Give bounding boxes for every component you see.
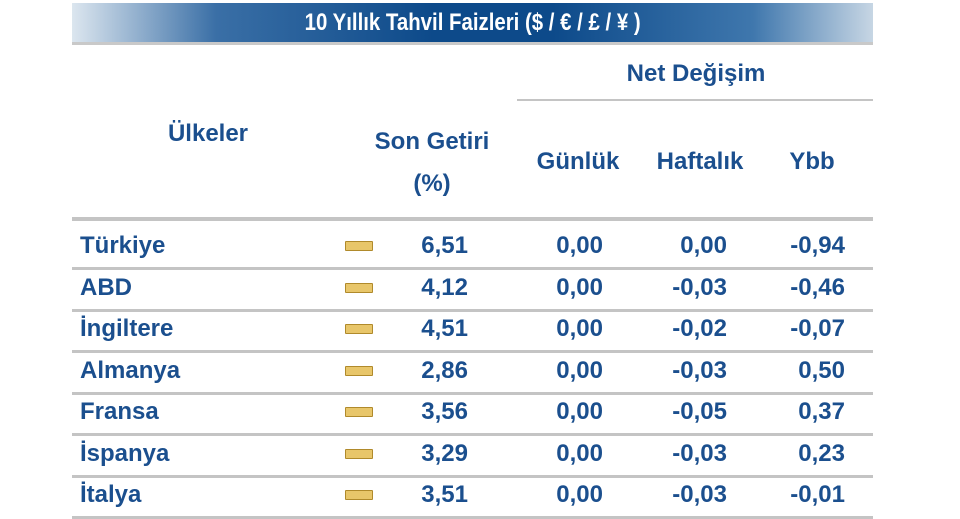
ytd-change: 0,50 [798, 356, 845, 384]
header-countries: Ülkeler [167, 120, 249, 147]
header-daily: Günlük [536, 148, 620, 175]
row-divider [72, 474, 873, 478]
row-divider [72, 267, 873, 270]
ytd-change: 0,37 [798, 398, 845, 425]
unchanged-dash-icon [345, 324, 373, 334]
title-underline [72, 42, 873, 45]
table-row: Türkiye 6,51 0,00 0,00 -0,94 [72, 224, 873, 265]
unchanged-dash-icon [345, 448, 373, 459]
row-divider [72, 433, 873, 436]
country-name: ABD [80, 273, 132, 301]
weekly-change: -0,02 [672, 315, 727, 342]
header-divider [517, 99, 873, 101]
weekly-change: 0,00 [680, 232, 727, 259]
ytd-change: -0,01 [790, 481, 845, 508]
yield-value: 4,51 [421, 315, 468, 342]
table-row: ABD 4,12 0,00 -0,03 -0,46 [72, 266, 873, 307]
country-name: İtalya [80, 481, 142, 508]
weekly-change: -0,03 [672, 439, 727, 467]
daily-change: 0,00 [556, 398, 603, 425]
header-weekly: Haftalık [656, 148, 744, 175]
yield-value: 2,86 [421, 356, 468, 384]
table-row: Almanya 2,86 0,00 -0,03 0,50 [72, 349, 873, 390]
unchanged-dash-icon [345, 241, 373, 251]
table-row: Fransa 3,56 0,00 -0,05 0,37 [72, 390, 873, 431]
yield-value: 3,56 [421, 398, 468, 425]
header-bottom-rule [72, 217, 873, 221]
row-divider [72, 350, 873, 353]
weekly-change: -0,03 [672, 356, 727, 384]
table-row: İngiltere 4,51 0,00 -0,02 -0,07 [72, 307, 873, 348]
country-name: İspanya [80, 439, 170, 467]
unchanged-dash-icon [345, 490, 373, 500]
unchanged-dash-icon [345, 282, 373, 293]
ytd-change: 0,23 [798, 439, 845, 467]
daily-change: 0,00 [556, 315, 603, 342]
yield-value: 4,12 [421, 273, 468, 301]
weekly-change: -0,05 [672, 398, 727, 425]
header-last-yield: Son Getiri [374, 128, 490, 155]
header-last-yield-unit: (%) [413, 170, 451, 197]
row-divider [72, 308, 873, 312]
daily-change: 0,00 [556, 232, 603, 259]
table-title: 10 Yıllık Tahvil Faizleri ($ / € / £ / ¥… [72, 3, 873, 42]
weekly-change: -0,03 [672, 273, 727, 301]
daily-change: 0,00 [556, 356, 603, 384]
weekly-change: -0,03 [672, 481, 727, 508]
ytd-change: -0,07 [790, 315, 845, 342]
unchanged-dash-icon [345, 365, 373, 376]
ytd-change: -0,94 [790, 232, 845, 259]
daily-change: 0,00 [556, 439, 603, 467]
country-name: Türkiye [80, 232, 166, 259]
yield-value: 3,29 [421, 439, 468, 467]
row-divider [72, 391, 873, 395]
yield-value: 6,51 [421, 232, 468, 259]
yield-value: 3,51 [421, 481, 468, 508]
unchanged-dash-icon [345, 407, 373, 417]
table-row: İspanya 3,29 0,00 -0,03 0,23 [72, 432, 873, 473]
country-name: Almanya [80, 356, 181, 384]
daily-change: 0,00 [556, 273, 603, 301]
country-name: İngiltere [80, 315, 174, 342]
header-net-change: Net Değişim [626, 60, 766, 87]
daily-change: 0,00 [556, 481, 603, 508]
country-name: Fransa [80, 398, 159, 425]
table-row: İtalya 3,51 0,00 -0,03 -0,01 [72, 473, 873, 514]
ytd-change: -0,46 [790, 273, 845, 301]
header-ytd: Ybb [789, 148, 835, 175]
